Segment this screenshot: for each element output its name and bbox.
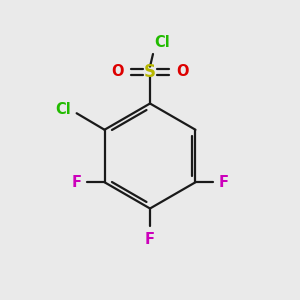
Text: Cl: Cl (154, 35, 170, 50)
Text: O: O (111, 64, 123, 80)
Text: Cl: Cl (55, 102, 70, 117)
Text: F: F (145, 232, 155, 247)
Text: F: F (219, 175, 229, 190)
Text: O: O (177, 64, 189, 80)
Text: S: S (144, 63, 156, 81)
Text: F: F (71, 175, 81, 190)
